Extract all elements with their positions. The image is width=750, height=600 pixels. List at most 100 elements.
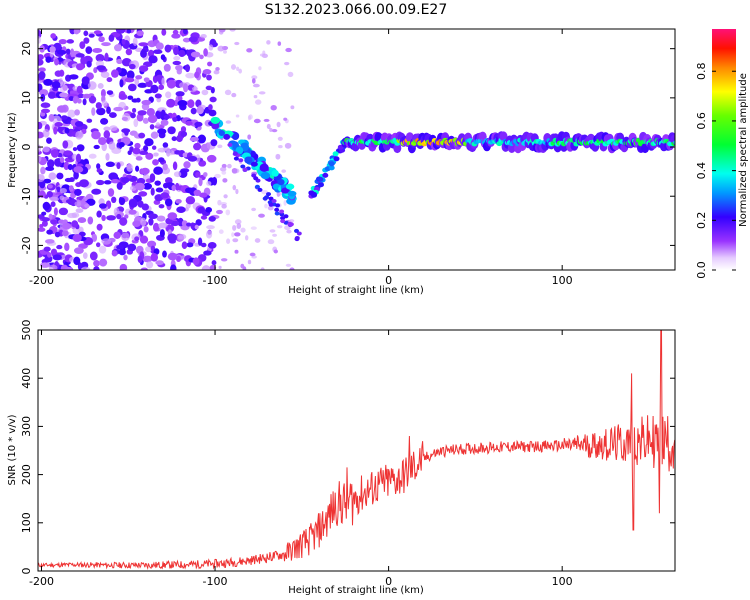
heatmap-cell	[132, 147, 141, 155]
heatmap-cell	[96, 210, 102, 218]
snr-x-axis-label: Height of straight line (km)	[288, 585, 424, 596]
heatmap-cell	[258, 91, 266, 95]
heatmap-cell	[68, 74, 79, 80]
heatmap-cell	[155, 122, 161, 127]
heatmap-cell	[119, 79, 124, 88]
heatmap-cell	[215, 67, 220, 71]
heatmap-cell	[132, 37, 138, 47]
heatmap-cell	[62, 140, 69, 149]
heatmap-cell	[147, 114, 158, 124]
snr-frame	[37, 329, 676, 572]
heatmap-cell	[238, 158, 244, 163]
colorbar-tick-label: 0.0	[695, 261, 708, 279]
heatmap-cell	[130, 112, 136, 119]
heatmap-cell	[285, 263, 292, 267]
heatmap-cell	[251, 78, 256, 84]
heatmap-cell	[253, 118, 261, 124]
heatmap-cell	[132, 107, 137, 113]
heatmap-cell	[72, 147, 78, 152]
heatmap-cell	[51, 81, 61, 89]
heatmap-cell	[47, 184, 53, 189]
heatmap-cell	[180, 126, 187, 133]
heatmap-cell	[264, 203, 268, 209]
heatmap-cell	[80, 56, 87, 66]
heatmap-cell	[72, 227, 81, 235]
heatmap-cell	[218, 229, 224, 234]
heatmap-cell	[42, 146, 50, 153]
heatmap-cell	[38, 67, 46, 73]
heatmap-cell	[45, 166, 55, 172]
heatmap-cell	[220, 258, 228, 262]
heatmap-cell	[148, 55, 158, 64]
heatmap-cell	[149, 124, 155, 130]
heatmap-cell	[150, 84, 159, 94]
heatmap-cell	[281, 187, 290, 194]
heatmap-cell	[224, 89, 232, 96]
heatmap-cell	[106, 215, 116, 221]
heatmap-cell	[111, 250, 118, 257]
heatmap-cell	[71, 153, 78, 161]
heatmap-cell	[150, 187, 155, 196]
heatmap-cell	[95, 102, 102, 110]
heatmap-cell	[190, 222, 196, 230]
snr-series-line	[38, 330, 675, 571]
heatmap-cell	[135, 75, 143, 80]
heatmap-cell	[88, 33, 95, 38]
heatmap-cell	[46, 229, 53, 235]
heatmap-cell	[73, 29, 80, 35]
heatmap-cell	[43, 246, 51, 252]
heatmap-cell	[173, 56, 181, 61]
heatmap-cell	[108, 112, 117, 119]
heatmap-cell	[240, 164, 246, 169]
heatmap-cell	[73, 166, 84, 173]
heatmap-cell	[203, 172, 208, 177]
heatmap-cell	[143, 226, 149, 233]
heatmap-cell	[202, 69, 212, 75]
heatmap-cell	[284, 142, 292, 149]
heatmap-cell	[253, 94, 258, 99]
x-tick-label: 100	[552, 575, 573, 588]
heatmap-cell	[89, 251, 98, 261]
heatmap-cell	[58, 38, 67, 45]
heatmap-cell	[77, 217, 87, 224]
x-tick-label: -100	[203, 274, 228, 287]
heatmap-cell	[283, 117, 288, 121]
heatmap-cell	[276, 121, 281, 128]
heatmap-cell	[152, 145, 157, 150]
heatmap-cell	[62, 222, 72, 230]
heatmap-cell	[48, 172, 57, 180]
heatmap-cell	[75, 53, 85, 58]
heatmap-cell	[91, 130, 101, 140]
heatmap-cell	[185, 196, 196, 205]
heatmap-cell	[50, 248, 58, 256]
heatmap-cell	[38, 144, 41, 153]
heatmap-cell	[210, 139, 218, 147]
y-tick-label: 10	[20, 91, 33, 105]
heatmap-cell	[40, 102, 51, 109]
heatmap-cell	[143, 77, 150, 83]
heatmap-cell	[268, 196, 274, 201]
heatmap-cell	[271, 199, 277, 203]
y-tick-label: 300	[20, 416, 33, 437]
heatmap-cell	[216, 209, 223, 215]
heatmap-cell	[48, 213, 53, 220]
heatmap-cell	[203, 250, 212, 256]
heatmap-cell	[121, 176, 130, 184]
heatmap-cell	[154, 93, 162, 99]
heatmap-cell	[124, 214, 129, 219]
heatmap-cell	[275, 153, 281, 160]
heatmap-cell	[98, 203, 107, 209]
heatmap-cell	[185, 64, 190, 73]
heatmap-cell	[141, 99, 152, 106]
heatmap-cell	[148, 213, 158, 220]
heatmap-cell	[263, 118, 270, 122]
heatmap-cell	[106, 90, 114, 96]
heatmap-cell	[283, 214, 289, 219]
heatmap-cell	[145, 152, 154, 160]
heatmap-cell	[181, 241, 188, 250]
heatmap-cell	[127, 243, 137, 252]
heatmap-cell	[197, 237, 203, 246]
heatmap-cell	[41, 211, 47, 216]
heatmap-cell	[158, 157, 165, 163]
heatmap-cell	[271, 128, 278, 133]
